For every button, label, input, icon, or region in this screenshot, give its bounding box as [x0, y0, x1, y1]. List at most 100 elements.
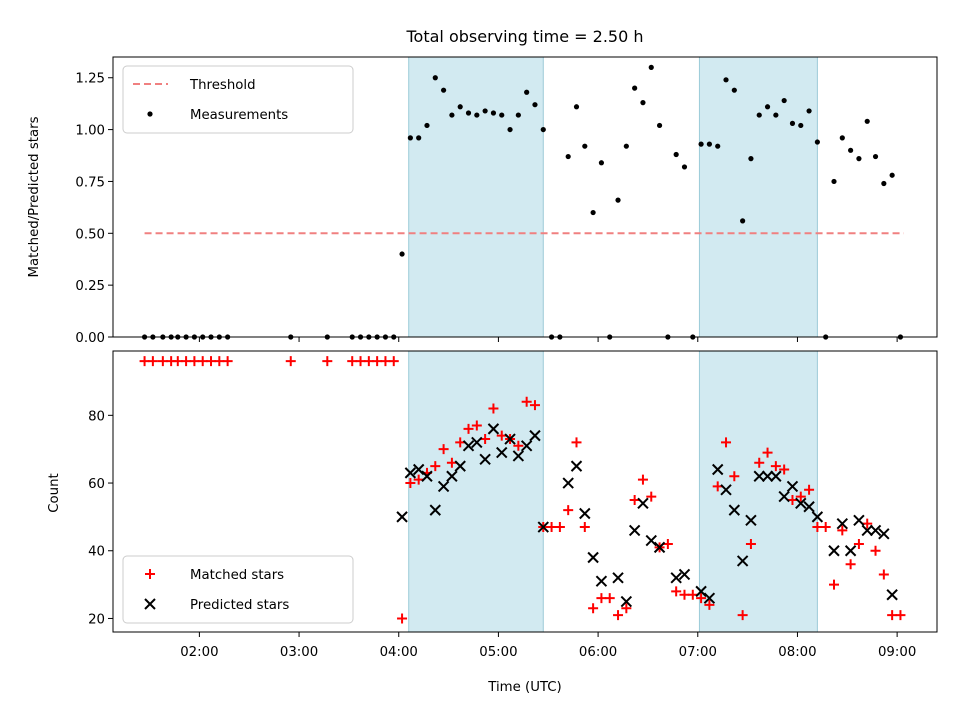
chart-title: Total observing time = 2.50 h	[405, 27, 643, 46]
data-point	[670, 572, 682, 584]
data-point	[681, 164, 688, 170]
data-point	[570, 460, 583, 472]
data-point	[811, 511, 824, 523]
data-point	[565, 153, 571, 160]
data-point	[446, 470, 458, 482]
data-point	[645, 534, 657, 547]
data-point	[432, 75, 438, 81]
shaded-interval-1	[408, 350, 544, 633]
data-point	[737, 610, 748, 621]
data-point	[646, 491, 657, 502]
bottom-panel: 20 40 60 80 02:00 03:00 04:00 05:00 06:00 07:00 08…	[88, 350, 938, 660]
data-point	[761, 470, 774, 482]
series-predicted-stars	[396, 423, 898, 608]
data-point	[537, 521, 549, 533]
data-point	[632, 85, 638, 91]
data-point	[637, 497, 649, 510]
data-point	[563, 505, 574, 516]
data-point	[399, 251, 405, 257]
data-point	[463, 423, 474, 434]
data-point	[412, 463, 425, 476]
data-point	[731, 87, 737, 93]
data-point	[723, 77, 729, 83]
data-point	[828, 545, 840, 557]
data-point	[407, 135, 413, 141]
data-point	[878, 569, 889, 580]
data-point	[488, 403, 499, 414]
data-point	[762, 447, 773, 458]
data-point	[648, 64, 654, 70]
axes-frame	[112, 56, 938, 338]
data-point	[587, 551, 599, 564]
x-tick-label: 03:00	[280, 645, 318, 660]
data-point	[706, 141, 713, 147]
data-point	[678, 568, 691, 581]
y-tick-label: 60	[88, 477, 105, 492]
data-point	[429, 504, 441, 516]
data-point	[720, 484, 732, 496]
data-point	[621, 603, 632, 614]
data-point	[487, 423, 500, 435]
data-point	[778, 490, 790, 503]
data-point	[673, 151, 679, 158]
data-point	[829, 579, 839, 590]
data-point	[520, 440, 533, 452]
data-point	[895, 610, 906, 621]
data-point	[524, 89, 530, 95]
y-tick-label: 40	[88, 545, 105, 560]
legend-dot-swatch	[147, 111, 153, 117]
data-point	[703, 592, 716, 604]
data-point	[756, 112, 762, 118]
legend-label: Measurements	[190, 108, 288, 123]
data-point	[748, 156, 754, 162]
legend-box	[122, 555, 354, 624]
data-point	[886, 589, 898, 601]
data-point	[529, 429, 541, 442]
data-point	[753, 470, 765, 482]
data-point	[437, 480, 450, 493]
data-point	[704, 599, 715, 610]
data-point	[695, 585, 707, 598]
data-point	[440, 87, 447, 93]
data-point	[554, 522, 565, 533]
data-point	[285, 356, 296, 367]
data-point	[795, 497, 807, 510]
data-point	[878, 528, 890, 540]
data-point	[579, 522, 590, 533]
y-tick-label: 0.75	[75, 175, 105, 190]
data-point	[845, 559, 856, 570]
data-point	[396, 511, 408, 523]
data-point	[820, 522, 831, 533]
data-point	[595, 575, 608, 587]
data-point	[540, 126, 546, 133]
data-point	[715, 143, 721, 149]
y-tick-label: 1.00	[75, 124, 105, 139]
data-point	[712, 463, 724, 476]
data-point	[515, 112, 521, 118]
y-tick-label: 20	[88, 612, 105, 627]
data-point	[637, 474, 648, 485]
data-point	[856, 156, 862, 162]
data-point	[721, 437, 732, 448]
data-point	[779, 464, 790, 475]
data-point	[653, 541, 666, 554]
x-tick-label: 07:00	[679, 645, 717, 660]
data-point	[712, 481, 723, 492]
data-point	[499, 112, 505, 118]
data-point	[438, 444, 449, 455]
data-point	[623, 143, 629, 149]
data-point	[404, 467, 417, 479]
legend-x-swatch	[144, 598, 156, 610]
data-point	[814, 139, 820, 145]
bottom-y-axis-label: Count	[47, 473, 62, 513]
data-point	[789, 120, 796, 126]
x-tick-label: 04:00	[380, 645, 418, 660]
shaded-interval-1	[408, 56, 544, 338]
data-point	[881, 180, 887, 187]
legend-label: Matched stars	[190, 568, 284, 583]
x-axis-label: Time (UTC)	[487, 680, 562, 695]
x-tick-label: 05:00	[479, 645, 517, 660]
data-point	[861, 524, 873, 537]
data-point	[604, 593, 615, 604]
